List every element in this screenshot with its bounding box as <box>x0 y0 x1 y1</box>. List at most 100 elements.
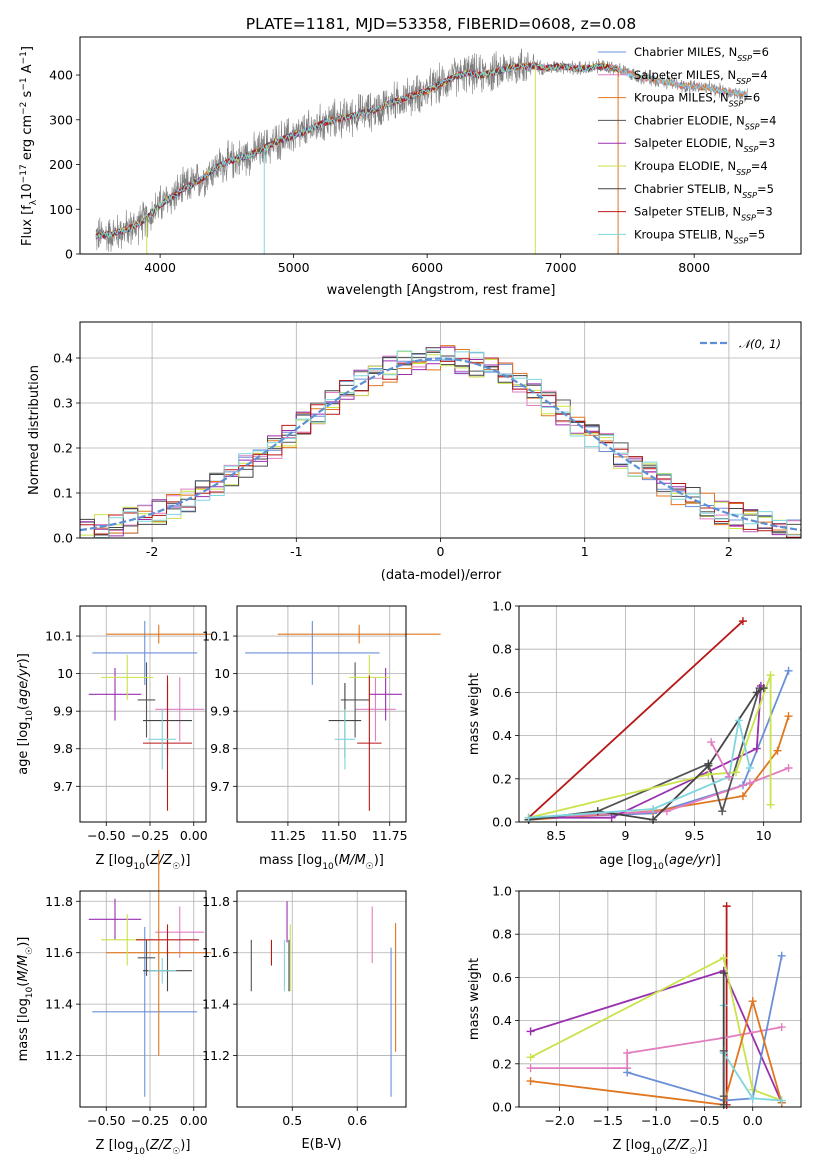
x-axis-label: (data-model)/error <box>381 568 502 583</box>
plot-frame <box>79 605 207 823</box>
mass-weight-line <box>528 685 762 819</box>
y-tick-label: 0.2 <box>53 441 73 456</box>
age-vs-metallicity-panel: −0.50 −0.25 0.00 9.7 9.8 9.9 10 10.1 Z [log10(Z/… <box>16 605 212 872</box>
legend-label: Chabrier ELODIE, NSSP=4 <box>634 113 776 130</box>
y-tick-label: 11.4 <box>45 997 73 1012</box>
legend-label: Chabrier STELIB, NSSP=5 <box>634 182 774 200</box>
plot-frame <box>79 890 207 1108</box>
y-tick-label: 300 <box>49 112 73 127</box>
mass-weight-line <box>528 687 765 821</box>
x-tick-label: 8.5 <box>546 828 566 843</box>
x-tick-label: 0.00 <box>180 828 208 843</box>
mass-weight-marker <box>784 712 793 721</box>
mass-weight-marker <box>649 805 658 814</box>
mass-weight-marker <box>607 813 616 822</box>
x-tick-label: −1.0 <box>641 1113 671 1128</box>
x-tick-label: 0.00 <box>180 1113 208 1128</box>
mass-weight-marker <box>704 770 713 779</box>
y-tick-label: 1.0 <box>492 884 512 899</box>
y-tick-label: 0.6 <box>492 685 512 700</box>
spectrum-model-line <box>95 61 618 240</box>
gaussian-curve <box>79 357 802 532</box>
y-tick-label: 1.0 <box>492 599 512 614</box>
x-tick-label: 11.50 <box>321 828 357 843</box>
legend-label: Salpeter ELODIE, NSSP=3 <box>634 136 775 154</box>
y-tick-label: 10 <box>57 666 73 681</box>
mass-weight-marker <box>745 779 754 788</box>
y-tick-label: 0.0 <box>492 815 512 830</box>
x-axis-label: Z [log10(Z/Z☉)] <box>96 1138 191 1157</box>
mass-weight-line <box>530 997 783 1106</box>
y-tick-label: 11.8 <box>45 894 73 909</box>
mass-weight-marker <box>707 738 716 747</box>
plot-frame <box>518 890 802 1108</box>
y-tick-label: 9.8 <box>53 741 73 756</box>
x-tick-label: −0.25 <box>131 1113 169 1128</box>
x-tick-label: 0.6 <box>347 1113 367 1128</box>
mass-weight-marker <box>623 1068 632 1077</box>
legend-label: Kroupa ELODIE, NSSP=4 <box>634 159 768 177</box>
y-tick-label: 0.2 <box>492 771 512 786</box>
mass-weight-line <box>528 620 744 819</box>
y-tick-label: 0.1 <box>53 486 73 501</box>
x-tick-label: 1 <box>581 544 589 559</box>
y-tick-label: 0.4 <box>492 1013 512 1028</box>
mass-weight-marker <box>719 1046 728 1055</box>
x-axis-label: mass [log10(M/M☉)] <box>259 853 384 872</box>
mass-weight-marker <box>526 1077 535 1086</box>
x-axis-label: E(B-V) <box>301 1137 341 1152</box>
y-tick-label: 9.7 <box>210 779 230 794</box>
y-tick-label: 200 <box>49 157 73 172</box>
mass-weight-marker <box>722 902 731 911</box>
mass-weight-marker <box>593 807 602 816</box>
mass-weight-marker <box>719 969 728 978</box>
spectrum-panel: 4000 5000 6000 7000 8000 0 100 200 300 400 PLATE=1… <box>19 15 802 298</box>
mass-weight-vs-metallicity-panel: −2.0 −1.5 −1.0 −0.5 0.0 0.0 0.2 0.4 0.6 0.8 1.0 mas… <box>467 884 802 1157</box>
mass-weight-marker <box>752 744 761 753</box>
y-tick-label: 11.6 <box>202 945 230 960</box>
mass-weight-marker <box>662 807 671 816</box>
y-tick-label: 0.3 <box>53 396 73 411</box>
mass-weight-line <box>626 955 783 1102</box>
mass-weight-marker <box>773 746 782 755</box>
page-title: PLATE=1181, MJD=53358, FIBERID=0608, z=0… <box>246 15 636 33</box>
y-tick-label: 400 <box>49 68 73 83</box>
y-tick-label: 0.8 <box>492 642 512 657</box>
y-tick-label: 100 <box>49 202 73 217</box>
spectrum-model-line <box>95 62 748 240</box>
x-tick-label: 7000 <box>545 260 577 275</box>
mass-weight-marker <box>649 815 658 824</box>
y-axis-label: Normed distribution <box>27 365 42 495</box>
mass-weight-line <box>710 741 730 778</box>
y-tick-label: 0.6 <box>492 970 512 985</box>
y-tick-label: 9.7 <box>53 779 73 794</box>
spectrum-model-line <box>95 62 618 239</box>
x-tick-label: 5000 <box>278 260 310 275</box>
spectrum-model-line <box>95 62 618 239</box>
mass-weight-line <box>528 687 761 821</box>
x-axis-label: Z [log10(Z/Z☉)] <box>613 1138 708 1157</box>
mass-weight-marker <box>748 1094 757 1103</box>
y-axis-label: age [log10(age/yr)] <box>16 653 35 775</box>
y-axis-label: mass weight <box>467 958 482 1040</box>
mass-weight-marker <box>784 666 793 675</box>
mass-weight-marker <box>748 997 757 1006</box>
legend-label: 𝒩(0, 1) <box>739 337 781 351</box>
mass-weight-marker <box>752 688 761 697</box>
legend-label: Salpeter MILES, NSSP=4 <box>634 68 768 86</box>
y-tick-label: 0.0 <box>492 1100 512 1115</box>
spectrum-model-line <box>95 61 618 240</box>
mass-weight-marker <box>738 617 747 626</box>
y-axis-label: mass [log10(M/M☉)] <box>16 937 35 1062</box>
mass-weight-marker <box>759 684 768 693</box>
x-tick-label: 11.25 <box>270 828 306 843</box>
residual-histogram-panel: -2 -1 0 1 2 0.0 0.1 0.2 0.3 0.4 (data-model)/error… <box>27 321 802 583</box>
mass-weight-marker <box>732 768 741 777</box>
mass-weight-marker <box>526 1027 535 1036</box>
x-tick-label: −1.5 <box>593 1113 623 1128</box>
x-tick-label: 0.0 <box>743 1113 763 1128</box>
legend-label: Kroupa MILES, NSSP=6 <box>634 91 760 109</box>
mass-weight-marker <box>704 761 713 770</box>
mass-weight-marker <box>777 1096 786 1105</box>
